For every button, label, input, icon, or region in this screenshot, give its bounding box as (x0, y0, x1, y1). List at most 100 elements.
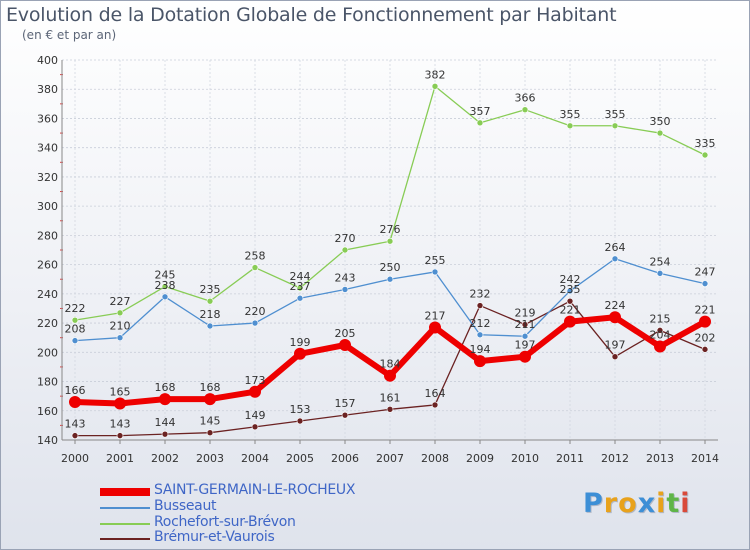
logo-letter: P (583, 488, 604, 519)
series-point-0 (609, 311, 621, 324)
data-label-3: 157 (335, 397, 356, 410)
y-tick-label: 260 (37, 259, 58, 272)
proxiti-logo: Proxiti (583, 488, 691, 519)
y-tick-label: 140 (37, 434, 58, 447)
y-tick-label: 320 (37, 171, 58, 184)
series-point-3 (71, 432, 79, 439)
legend-label: Brémur-et-Vaurois (154, 529, 275, 545)
y-tick-label: 180 (37, 376, 58, 389)
series-point-2 (521, 106, 529, 113)
series-point-2 (116, 309, 124, 317)
data-label-2: 258 (245, 250, 266, 263)
data-label-0: 197 (515, 339, 536, 352)
data-label-0: 204 (650, 328, 671, 341)
data-label-0: 184 (380, 358, 401, 371)
series-point-2 (611, 122, 619, 130)
series-point-1 (476, 331, 484, 339)
y-tick-label: 300 (37, 200, 58, 213)
data-label-layer: 166 165 168 168 173 199 205 184 217 194 197 221 224 2… (65, 68, 716, 430)
data-label-1: 211 (515, 318, 536, 331)
series-point-2 (296, 284, 304, 292)
series-point-3 (251, 423, 259, 431)
legend-swatch (100, 488, 150, 496)
data-label-3: 153 (290, 403, 311, 416)
series-point-1 (566, 287, 574, 295)
series-point-3 (161, 430, 169, 438)
logo-letter: i (656, 488, 667, 519)
data-label-3: 232 (470, 288, 491, 301)
series-point-3 (476, 302, 484, 309)
series-point-0 (159, 393, 171, 406)
data-label-0: 199 (290, 336, 311, 349)
series-point-0 (294, 347, 306, 360)
series-point-1 (161, 293, 169, 301)
y-tick-label: 400 (37, 54, 58, 67)
series-point-2 (161, 283, 169, 290)
data-label-2: 270 (335, 232, 356, 245)
data-label-2: 350 (650, 115, 671, 128)
x-tick-label: 2001 (106, 452, 134, 465)
legend-label: SAINT-GERMAIN-LE-ROCHEUX (154, 482, 356, 498)
series-point-1 (206, 322, 214, 330)
series-point-3 (206, 429, 214, 436)
data-label-2: 244 (290, 270, 311, 283)
data-label-1: 220 (245, 305, 266, 318)
data-label-2: 382 (425, 68, 446, 81)
data-label-0: 166 (65, 384, 86, 397)
series-point-1 (701, 280, 709, 287)
data-label-0: 194 (470, 343, 491, 356)
series-point-2 (566, 122, 574, 130)
series-point-0 (204, 393, 216, 406)
series-point-3 (656, 327, 664, 334)
series-point-1 (431, 268, 439, 276)
series-point-3 (431, 401, 439, 409)
series-point-3 (386, 406, 394, 413)
data-label-1: 212 (470, 317, 491, 330)
data-label-3: 149 (245, 409, 266, 422)
data-label-1: 247 (695, 266, 716, 279)
y-tick-label: 200 (37, 346, 58, 359)
data-label-3: 143 (65, 418, 86, 431)
series-point-3 (566, 297, 574, 305)
data-label-2: 276 (380, 223, 401, 236)
y-tick-label: 360 (37, 112, 58, 125)
logo-letter: x (637, 488, 657, 519)
series-point-0 (474, 355, 486, 368)
series-point-2 (341, 246, 349, 254)
logo-letter: r (603, 488, 619, 519)
x-tick-label: 2009 (466, 452, 494, 465)
x-tick-label: 2003 (196, 452, 224, 465)
data-label-2: 355 (560, 108, 581, 121)
series-point-0 (429, 321, 441, 334)
series-point-1 (386, 275, 394, 283)
x-tick-label: 2013 (646, 452, 674, 465)
data-label-2: 222 (65, 302, 86, 315)
series-point-3 (701, 346, 709, 353)
data-label-1: 208 (65, 323, 86, 336)
data-label-1: 255 (425, 254, 446, 267)
data-label-3: 197 (605, 339, 626, 352)
data-label-2: 235 (200, 283, 221, 296)
data-label-1: 210 (110, 320, 131, 333)
data-label-1: 218 (200, 308, 221, 321)
data-label-2: 355 (605, 108, 626, 121)
data-label-1: 238 (155, 279, 176, 292)
x-tick-label: 2011 (556, 452, 584, 465)
data-label-3: 145 (200, 415, 221, 428)
series-point-2 (656, 129, 664, 137)
series-point-0 (564, 315, 576, 328)
data-label-3: 235 (560, 283, 581, 296)
data-label-1: 243 (335, 271, 356, 284)
series-point-1 (611, 255, 619, 263)
x-tick-label: 2007 (376, 452, 404, 465)
series-point-0 (384, 369, 396, 382)
data-label-3: 164 (425, 387, 446, 400)
y-tick-label: 280 (37, 229, 58, 242)
data-label-2: 366 (515, 92, 536, 105)
series-point-1 (116, 334, 124, 341)
legend-swatch (100, 523, 150, 525)
data-label-0: 173 (245, 374, 266, 387)
legend-label: Busseaut (154, 498, 217, 514)
data-label-0: 224 (605, 299, 626, 312)
